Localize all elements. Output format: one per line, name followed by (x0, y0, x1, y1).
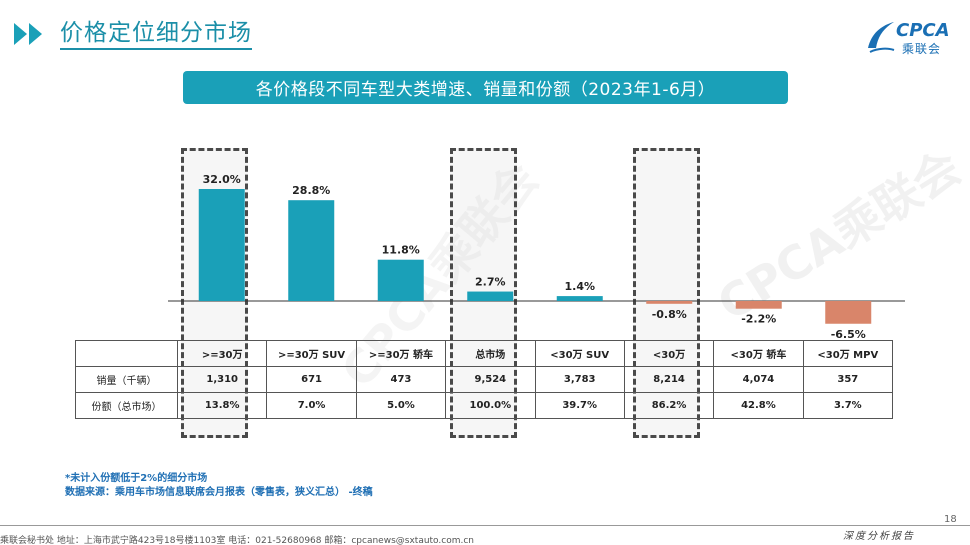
page-number: 18 (944, 514, 957, 525)
logo-subtext: 乘联会 (902, 42, 942, 56)
table-cell: 9,524 (445, 366, 536, 393)
page-header: 价格定位细分市场 (14, 14, 252, 54)
table-cell: 3,783 (534, 366, 625, 393)
bar-value-label: -6.5% (831, 328, 866, 340)
footer-address: 乘联会秘书处 地址：上海市武宁路423号18号楼1103室 电话：021-526… (0, 536, 475, 545)
table-row-share: 份额（总市场） 13.8% 7.0% 5.0% 100.0% 39.7% 86.… (75, 392, 894, 419)
column-header: <30万 SUV (534, 340, 625, 367)
bar (735, 301, 782, 309)
bar-value-label: -0.8% (652, 308, 687, 321)
bar (825, 301, 872, 324)
bar-chart: 32.0% 28.8% 11.8% 2.7% 1.4% -0.8% -2.2% -6.5% (168, 173, 905, 340)
column-header: <30万 (623, 340, 715, 367)
table-corner-cell (75, 340, 178, 367)
logo-text: CPCA (896, 20, 950, 41)
table-cell: 1,310 (176, 366, 268, 393)
column-header: >=30万 (176, 340, 268, 367)
table-cell: 5.0% (355, 392, 447, 419)
bar-series (198, 189, 872, 324)
bar (556, 296, 603, 301)
row-label: 份额（总市场） (75, 392, 178, 419)
table-cell: 4,074 (713, 366, 804, 393)
bar (646, 301, 693, 304)
table-cell: 7.0% (266, 392, 357, 419)
column-header: >=30万 SUV (266, 340, 357, 367)
table-cell: 8,214 (623, 366, 715, 393)
page-title: 价格定位细分市场 (60, 18, 252, 50)
bar (288, 200, 335, 301)
table-cell: 13.8% (176, 392, 268, 419)
bar-value-label: 32.0% (203, 173, 241, 186)
cpca-logo: CPCA 乘联会 (862, 18, 958, 56)
footnote-line: *未计入份额低于2%的细分市场 (65, 473, 208, 484)
table-row-sales: 销量（千辆） 1,310 671 473 9,524 3,783 8,214 4… (75, 366, 894, 393)
value-labels: 32.0% 28.8% 11.8% 2.7% 1.4% -0.8% -2.2% -6.5% (203, 173, 866, 340)
row-label: 销量（千辆） (75, 366, 178, 393)
column-header: >=30万 轿车 (355, 340, 447, 367)
source-note: 数据来源：乘用车市场信息联席会月报表（零售表，狭义汇总） -终稿 (65, 487, 373, 498)
table-cell: 3.7% (802, 392, 894, 419)
chevron-double-icon (14, 23, 44, 45)
table-cell: 357 (802, 366, 894, 393)
table-cell: 473 (355, 366, 447, 393)
bar-value-label: 28.8% (292, 184, 330, 197)
footnote: *未计入份额低于2%的细分市场 数据来源：乘用车市场信息联席会月报表（零售表，狭… (65, 472, 373, 500)
chart-title-banner: 各价格段不同车型大类增速、销量和份额（2023年1-6月） (183, 71, 788, 104)
bar (467, 291, 514, 301)
table-cell: 86.2% (623, 392, 715, 419)
footer-divider (0, 525, 970, 526)
logo-swirl-icon (868, 22, 895, 53)
bar (377, 259, 424, 301)
table-cell: 39.7% (534, 392, 625, 419)
bar-value-label: -2.2% (741, 313, 776, 326)
column-header: <30万 轿车 (713, 340, 804, 367)
column-header: 总市场 (445, 340, 536, 367)
bar-value-label: 2.7% (475, 276, 506, 289)
bar (198, 189, 245, 301)
footer-report-label: 深度分析报告 (843, 531, 915, 542)
table-cell: 100.0% (445, 392, 536, 419)
bar-value-label: 1.4% (564, 280, 595, 293)
bar-value-label: 11.8% (382, 244, 420, 257)
data-table: >=30万 >=30万 SUV >=30万 轿车 总市场 <30万 SUV <3… (75, 340, 894, 419)
column-header: <30万 MPV (802, 340, 894, 367)
table-cell: 42.8% (713, 392, 804, 419)
table-header-row: >=30万 >=30万 SUV >=30万 轿车 总市场 <30万 SUV <3… (75, 340, 894, 367)
table-cell: 671 (266, 366, 357, 393)
